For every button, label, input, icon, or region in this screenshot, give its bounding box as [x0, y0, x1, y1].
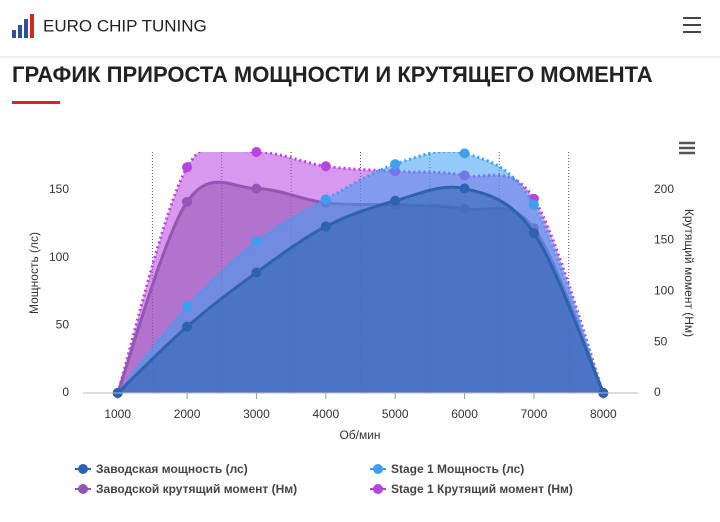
data-point: [182, 196, 193, 207]
legend-marker: [373, 464, 383, 474]
legend-marker: [78, 464, 88, 474]
y-tick-label: 0: [62, 385, 69, 399]
series-line: [116, 185, 605, 394]
y2-tick-label: 200: [654, 182, 674, 196]
legend-item[interactable]: Stage 1 Крутящий момент (Нм): [370, 482, 573, 496]
y2-tick-label: 150: [654, 233, 674, 247]
x-tick-label: 1000: [104, 407, 131, 421]
x-tick-label: 5000: [382, 407, 409, 421]
data-point: [528, 199, 539, 210]
legend-item[interactable]: Заводская мощность (лс): [75, 462, 248, 476]
y2-tick-label: 0: [654, 385, 661, 399]
data-point: [320, 221, 331, 232]
legend-label: Заводская мощность (лс): [96, 462, 248, 476]
legend-item[interactable]: Заводской крутящий момент (Нм): [75, 482, 297, 496]
x-tick-label: 8000: [590, 407, 617, 421]
legend-marker: [373, 484, 383, 494]
y-tick-label: 100: [49, 250, 69, 264]
brand: EURO CHIP TUNING: [43, 16, 207, 35]
x-tick-label: 7000: [521, 407, 548, 421]
logo: [12, 14, 34, 38]
x-tick-label: 6000: [451, 407, 478, 421]
series: [116, 185, 605, 394]
series-line: [116, 152, 605, 394]
series-area: [117, 187, 604, 393]
legend-label: Заводской крутящий момент (Нм): [96, 482, 297, 496]
y-tick-label: 50: [56, 317, 70, 331]
legend-marker: [78, 484, 88, 494]
data-point: [459, 148, 470, 159]
data-point: [251, 236, 262, 247]
data-point: [182, 301, 193, 312]
data-point: [528, 228, 539, 239]
data-point: [390, 159, 401, 170]
x-tick-label: 2000: [174, 407, 201, 421]
data-point: [320, 161, 331, 172]
data-point: [320, 194, 331, 205]
legend-label: Stage 1 Крутящий момент (Нм): [391, 482, 573, 496]
y-tick-label: 150: [49, 182, 69, 196]
x-tick-label: 3000: [243, 407, 270, 421]
series-line: [116, 152, 605, 394]
x-tick-label: 4000: [312, 407, 339, 421]
title-underline: [12, 101, 60, 104]
y2-tick-label: 100: [654, 283, 674, 297]
y2-tick-label: 50: [654, 334, 668, 348]
data-point: [459, 183, 470, 194]
y2-axis-label: Крутящий момент (Нм): [682, 209, 696, 337]
data-point: [251, 147, 262, 157]
data-point: [390, 195, 401, 206]
y-axis-label: Мощность (лс): [27, 232, 41, 314]
data-point: [251, 183, 262, 194]
data-point: [182, 321, 193, 332]
page-title: ГРАФИК ПРИРОСТА МОЩНОСТИ И КРУТЯЩЕГО МОМ…: [12, 62, 653, 87]
data-point: [182, 162, 193, 173]
menu-button[interactable]: [683, 17, 701, 33]
legend-label: Stage 1 Мощность (лс): [391, 462, 524, 476]
chart-menu[interactable]: [679, 141, 695, 155]
data-point: [251, 267, 262, 278]
legend-item[interactable]: Stage 1 Мощность (лс): [370, 462, 524, 476]
x-axis-label: Об/мин: [339, 428, 380, 442]
